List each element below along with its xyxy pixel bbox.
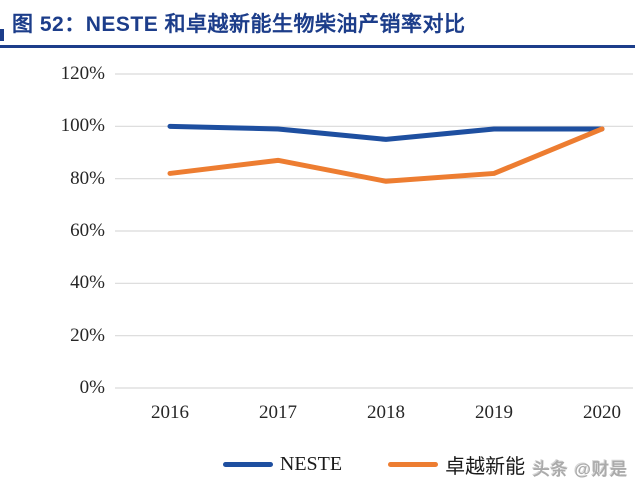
chart-legend: NESTE 卓越新能 [115, 450, 633, 479]
y-tick-label: 120% [60, 63, 105, 84]
x-tick-label: 2016 [151, 402, 189, 423]
y-tick-label: 100% [60, 115, 105, 137]
x-tick-label: 2020 [583, 402, 621, 423]
series-line-0 [167, 123, 605, 142]
x-tick-label: 2017 [259, 402, 297, 423]
watermark: 头条 @财是 [532, 460, 628, 479]
x-tick-label: 2019 [475, 402, 513, 423]
legend-item-zhuoyue: 卓越新能 [388, 450, 525, 479]
figure-title: 图 52：NESTE 和卓越新能生物柴油产销率对比 [12, 13, 466, 36]
x-tick-label: 2018 [367, 402, 405, 423]
legend-label-neste: NESTE [279, 453, 343, 475]
y-tick-label: 80% [70, 167, 105, 189]
legend-item-neste: NESTE [222, 453, 343, 476]
y-tick-label: 60% [70, 220, 105, 241]
y-tick-label: 0% [79, 377, 105, 398]
zhuoyue-line-swatch [388, 462, 439, 467]
legend-label-zhuoyue: 卓越新能 [445, 456, 526, 478]
title-left-tick [0, 29, 4, 41]
y-tick-label: 40% [70, 272, 105, 294]
title-underline-rule [0, 45, 635, 48]
y-tick-label: 20% [70, 324, 105, 346]
series-line-1 [167, 126, 605, 184]
neste-line-swatch [222, 462, 273, 467]
